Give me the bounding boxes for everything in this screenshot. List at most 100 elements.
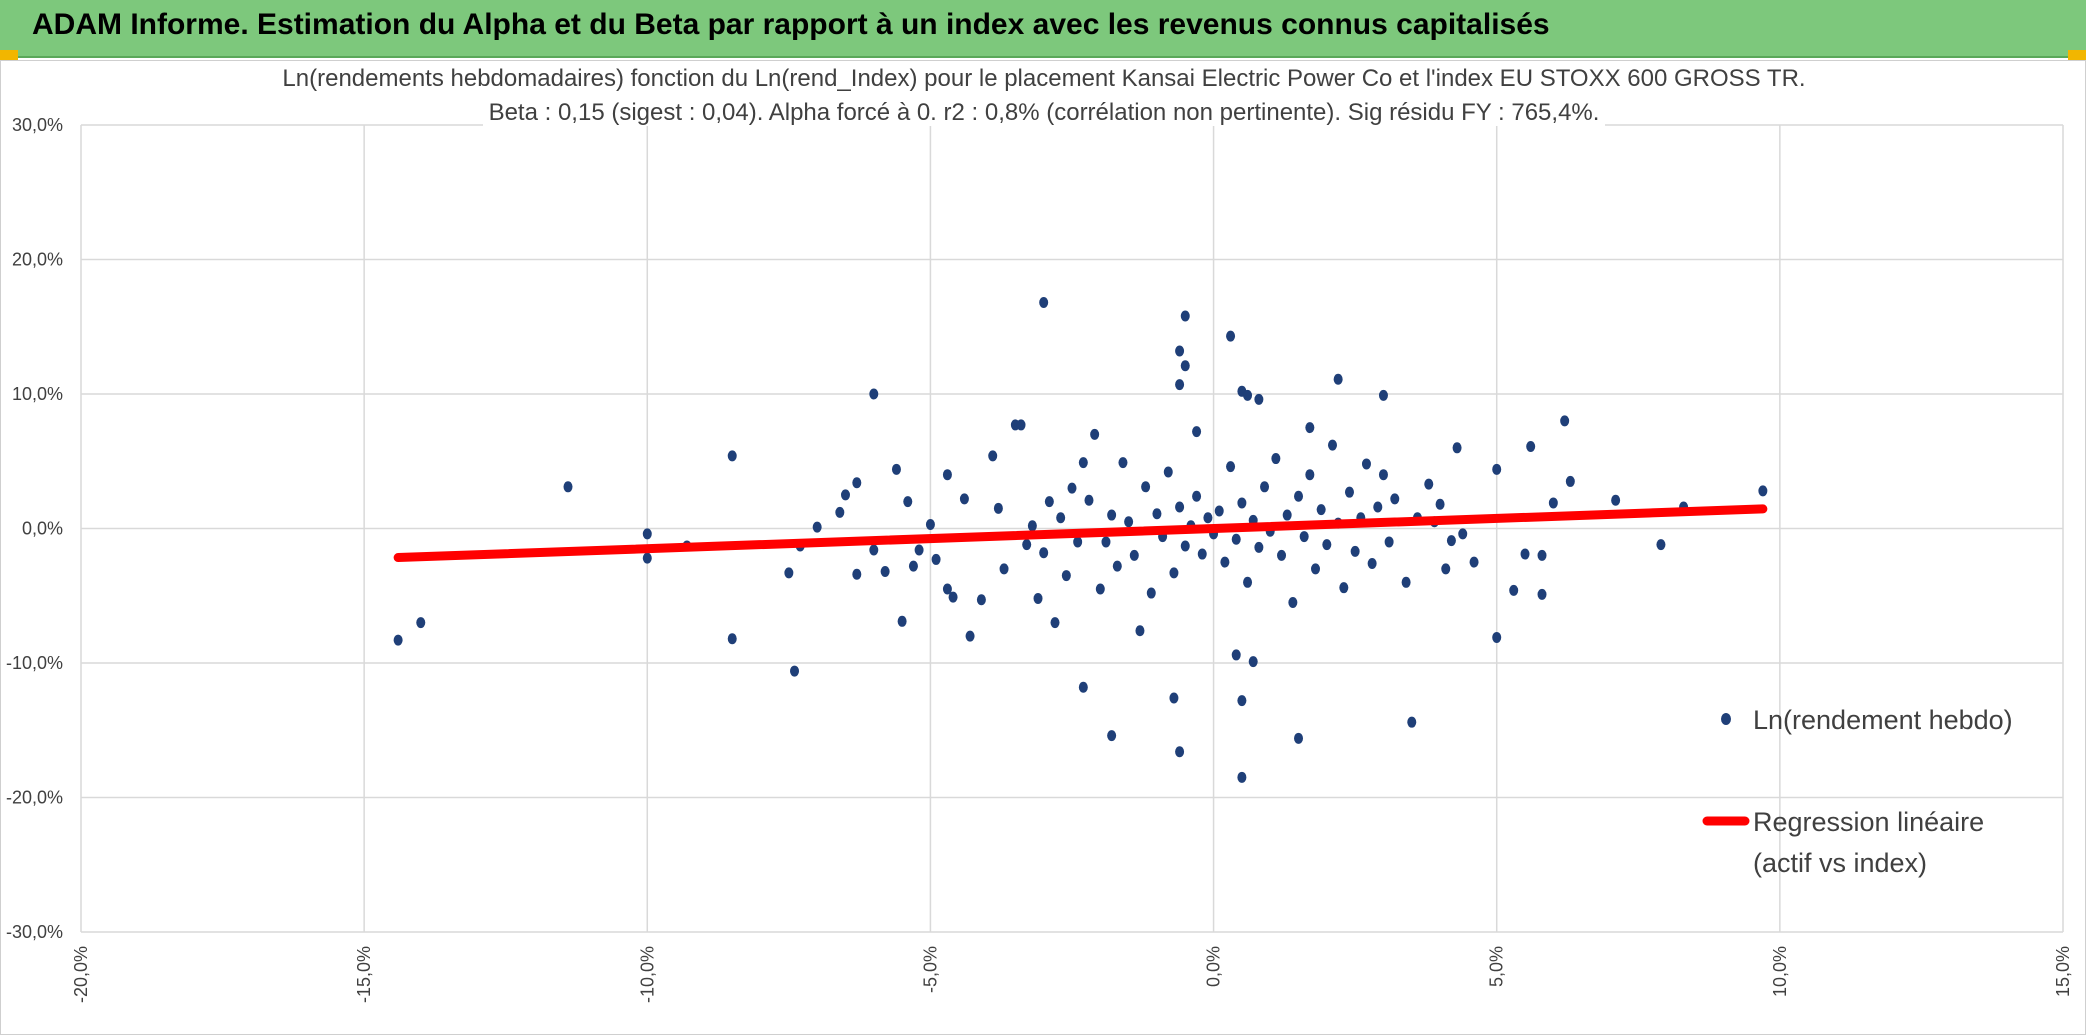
data-point — [727, 633, 737, 645]
data-point — [1339, 582, 1349, 594]
data-point — [416, 617, 426, 629]
data-point — [1163, 466, 1173, 478]
y-tick-label: -30,0% — [6, 922, 63, 942]
data-point — [1378, 469, 1388, 481]
data-point — [1175, 379, 1185, 391]
data-point — [903, 496, 913, 508]
data-point — [1084, 494, 1094, 506]
data-point — [1509, 584, 1519, 596]
data-point — [727, 450, 737, 462]
regression-line — [393, 504, 1768, 563]
data-point — [1565, 475, 1575, 487]
data-point — [1492, 631, 1502, 643]
data-point — [1526, 440, 1536, 452]
data-point — [1107, 730, 1117, 742]
data-point — [1327, 439, 1337, 451]
data-point — [1078, 681, 1088, 693]
data-point — [393, 634, 403, 646]
data-point — [1548, 497, 1558, 509]
data-point — [1175, 746, 1185, 758]
data-point — [1226, 330, 1236, 342]
data-point — [642, 552, 652, 564]
page-title: ADAM Informe. Estimation du Alpha et du … — [32, 8, 1550, 41]
data-point — [1050, 617, 1060, 629]
data-point — [1237, 695, 1247, 707]
data-point — [1033, 592, 1043, 604]
data-point — [931, 553, 941, 565]
data-point — [1090, 428, 1100, 440]
data-point — [1180, 310, 1190, 322]
x-tick-label: -10,0% — [637, 946, 657, 1003]
header-bar: ADAM Informe. Estimation du Alpha et du … — [0, 0, 2086, 58]
data-point — [790, 665, 800, 677]
data-point — [1124, 516, 1134, 528]
corner-marker-left — [0, 50, 18, 60]
data-point — [1361, 458, 1371, 470]
corner-marker-right — [2068, 50, 2086, 60]
data-point — [1129, 549, 1139, 561]
data-point — [1095, 583, 1105, 595]
x-tick-label: -15,0% — [354, 946, 374, 1003]
data-point — [891, 463, 901, 475]
data-point — [1492, 463, 1502, 475]
data-point — [999, 563, 1009, 575]
data-point — [1141, 481, 1151, 493]
data-point — [1401, 576, 1411, 588]
y-tick-label: 30,0% — [12, 115, 63, 135]
data-point — [988, 450, 998, 462]
scatter-chart: 30,0% 20,0% 10,0% 0,0% -10,0% -20,0% -30,0% -20… — [6, 115, 2073, 1003]
data-point — [869, 388, 879, 400]
x-tick-label: 0,0% — [1204, 946, 1224, 987]
data-point — [1220, 556, 1230, 568]
data-point — [1016, 419, 1026, 431]
x-tick-label: 15,0% — [2053, 946, 2073, 997]
data-point — [1435, 498, 1445, 510]
data-point — [1316, 504, 1326, 516]
y-tick-label: 20,0% — [12, 250, 63, 270]
data-point — [1231, 533, 1241, 545]
data-point — [840, 489, 850, 501]
data-point — [1027, 520, 1037, 532]
data-point — [1039, 547, 1049, 559]
y-tick-label: 0,0% — [22, 519, 63, 539]
data-point — [959, 493, 969, 505]
data-point — [1384, 536, 1394, 548]
data-point — [1367, 557, 1377, 569]
data-point — [1333, 373, 1343, 385]
legend-label-regression-line1: Regression linéaire — [1753, 807, 1984, 837]
data-point — [993, 502, 1003, 514]
legend-marker-points — [1721, 713, 1731, 725]
data-point — [1260, 481, 1270, 493]
data-point — [1469, 556, 1479, 568]
data-point — [1192, 490, 1202, 502]
data-point — [1135, 625, 1145, 637]
data-point — [852, 568, 862, 580]
data-point — [1758, 485, 1768, 497]
data-point — [1311, 563, 1321, 575]
data-point — [1294, 490, 1304, 502]
data-point — [1146, 587, 1156, 599]
x-tick-label: -5,0% — [920, 946, 940, 993]
data-point — [965, 630, 975, 642]
data-point — [1277, 549, 1287, 561]
chart-title-line1: Ln(rendements hebdomadaires) fonction du… — [276, 65, 1812, 92]
y-tick-label: 10,0% — [12, 384, 63, 404]
data-point — [1175, 501, 1185, 513]
data-point — [1254, 393, 1264, 405]
data-point — [1152, 508, 1162, 520]
data-point — [1446, 535, 1456, 547]
legend-label-points: Ln(rendement hebdo) — [1753, 705, 2013, 735]
data-point — [1231, 649, 1241, 661]
data-point — [1214, 505, 1224, 517]
data-point — [1243, 576, 1253, 588]
data-point — [1067, 482, 1077, 494]
data-point — [1294, 732, 1304, 744]
data-point — [1282, 509, 1292, 521]
data-point — [1248, 656, 1258, 668]
data-point — [880, 566, 890, 578]
data-point — [869, 544, 879, 556]
data-point — [1243, 389, 1253, 401]
data-point — [1611, 494, 1621, 506]
data-point — [784, 567, 794, 579]
data-point — [942, 469, 952, 481]
